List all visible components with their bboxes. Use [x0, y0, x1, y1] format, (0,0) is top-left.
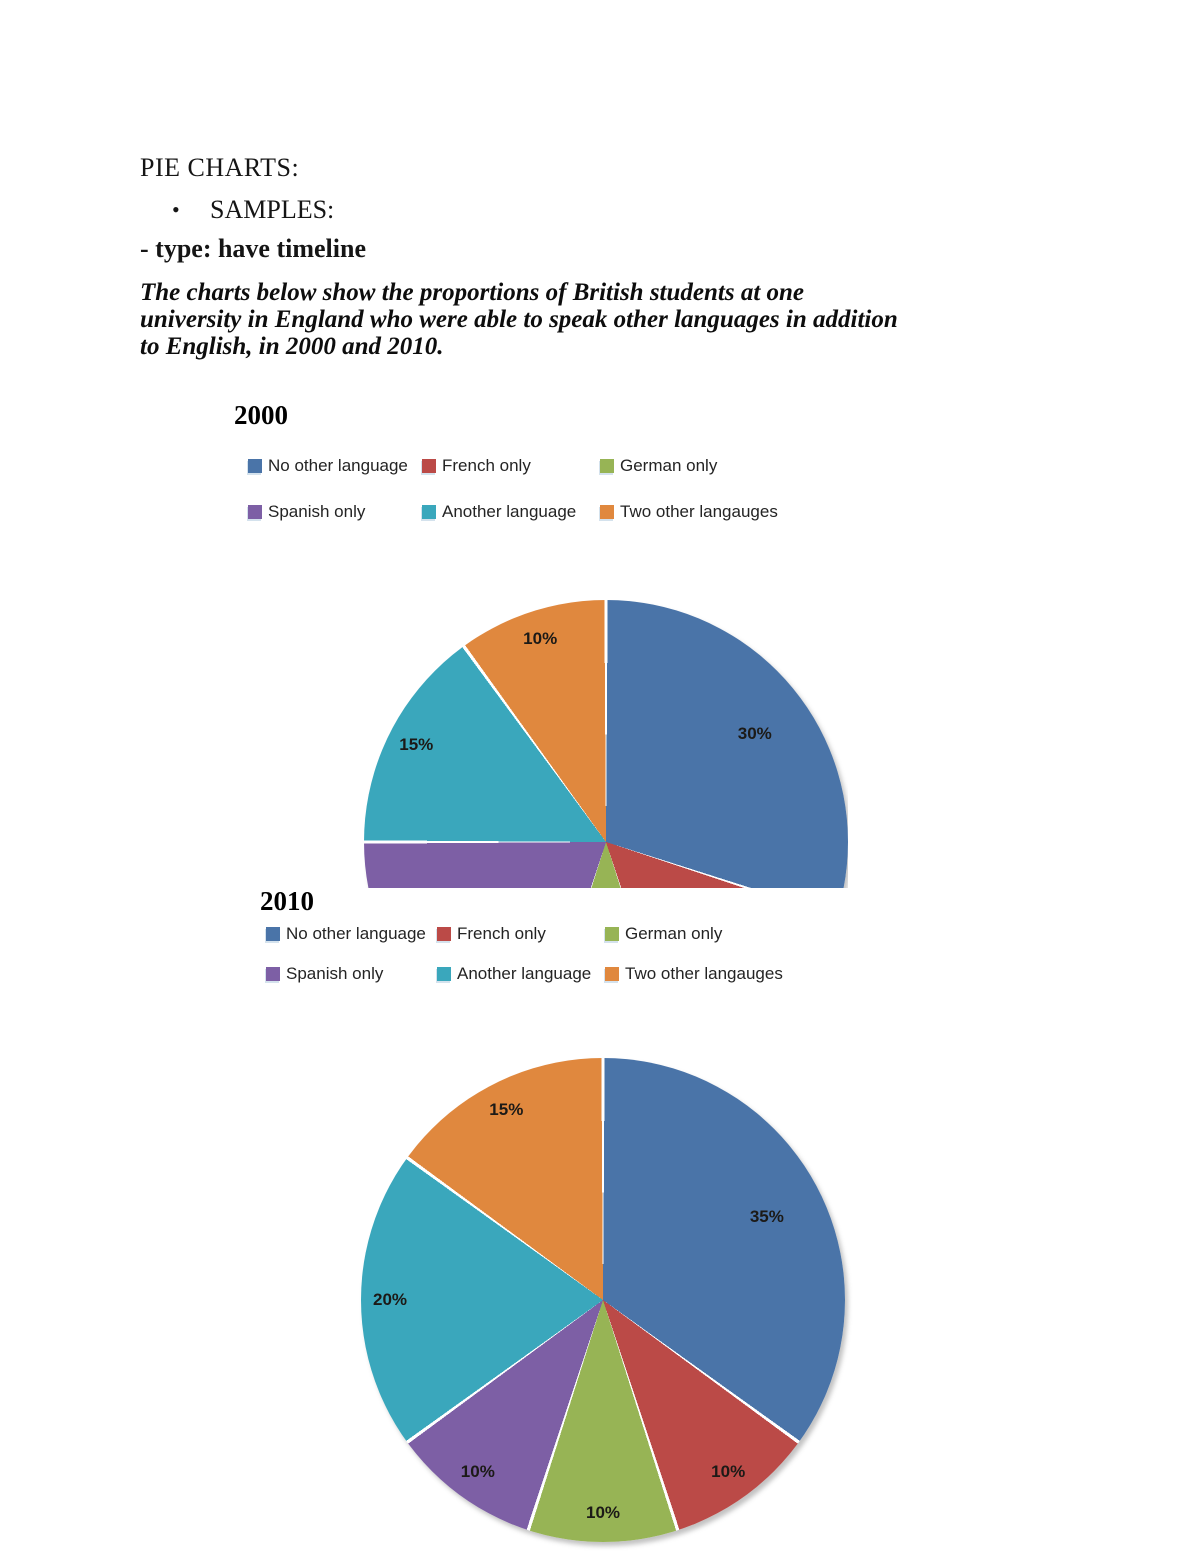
legend-item-spanish-only: Spanish only	[266, 964, 437, 983]
pie-2000	[364, 600, 848, 888]
chart-2000-legend: No other language French only German only S…	[248, 456, 778, 521]
legend-label: Spanish only	[286, 963, 384, 983]
legend-label: No other language	[268, 455, 408, 475]
pie-label-2000-no-other-language: 30%	[737, 723, 772, 743]
chart-2000-pie: 30%15%10%20%15%10%	[364, 600, 848, 888]
chart-2010-legend: No other language French only German only S…	[266, 924, 783, 983]
legend-label: No other language	[286, 923, 426, 943]
legend-item-spanish-only: Spanish only	[248, 502, 422, 521]
bullet-marker: •	[172, 197, 180, 222]
legend-item-no-other-language: No other language	[266, 924, 437, 943]
legend-item-another-language: Another language	[437, 964, 605, 983]
pie-label-2010-spanish-only: 10%	[460, 1462, 495, 1482]
pie-label-2010-two-other-langauges: 15%	[489, 1100, 524, 1120]
legend-label: Two other langauges	[620, 501, 778, 521]
legend-item-german-only: German only	[605, 924, 783, 943]
legend-swatch-french-only	[437, 926, 451, 941]
pie-label-2010-no-other-language: 35%	[749, 1206, 784, 1226]
doc-title: PIE CHARTS:	[140, 153, 300, 182]
legend-item-german-only: German only	[600, 456, 778, 475]
legend-swatch-another-language	[437, 966, 451, 981]
legend-label: German only	[625, 923, 723, 943]
legend-swatch-two-other-langauges	[605, 966, 619, 981]
legend-label: French only	[442, 455, 531, 475]
intro-line-2: university in England who were able to s…	[140, 306, 898, 333]
chart-2010-pie: 35% 10% 10% 10% 20% 15%	[361, 1058, 851, 1553]
intro-line-3: to English, in 2000 and 2010.	[140, 333, 444, 360]
legend-label: Another language	[442, 501, 577, 521]
chart-2000-title: 2000	[234, 400, 288, 430]
legend-label: Two other langauges	[625, 963, 783, 983]
bullet-item: • SAMPLES:	[172, 195, 334, 225]
pie-label-2010-another-language: 20%	[373, 1290, 408, 1309]
legend-item-two-other-langauges: Two other langauges	[605, 964, 783, 983]
legend-label: Another language	[457, 963, 592, 983]
legend-item-another-language: Another language	[422, 502, 600, 521]
legend-item-two-other-langauges: Two other langauges	[600, 502, 778, 521]
intro-paragraph: The charts below show the proportions of…	[140, 279, 1080, 360]
pie-label-2000-another-language: 15%	[399, 735, 434, 755]
legend-item-no-other-language: No other language	[248, 456, 422, 475]
legend-swatch-spanish-only	[266, 966, 280, 981]
legend-swatch-german-only	[600, 458, 614, 473]
intro-line-1: The charts below show the proportions of…	[140, 279, 805, 306]
legend-swatch-german-only	[605, 926, 619, 941]
legend-swatch-two-other-langauges	[600, 504, 614, 519]
legend-label: Spanish only	[268, 501, 366, 521]
pie-label-2000-two-other-langauges: 10%	[523, 629, 558, 649]
legend-item-french-only: French only	[422, 456, 600, 475]
legend-swatch-no-other-language	[248, 458, 262, 473]
legend-item-french-only: French only	[437, 924, 605, 943]
type-line: - type: have timeline	[140, 234, 367, 263]
pie-label-2010-french-only: 10%	[711, 1462, 746, 1482]
pie-label-2010-german-only: 10%	[585, 1502, 621, 1522]
legend-swatch-another-language	[422, 504, 436, 519]
legend-swatch-no-other-language	[266, 926, 280, 941]
legend-swatch-french-only	[422, 458, 436, 473]
chart-2010-title: 2010	[260, 886, 314, 916]
legend-swatch-spanish-only	[248, 504, 262, 519]
legend-label: German only	[620, 455, 718, 475]
pie-2010	[361, 1058, 845, 1542]
legend-label: French only	[457, 923, 546, 943]
bullet-text: SAMPLES:	[210, 195, 335, 224]
